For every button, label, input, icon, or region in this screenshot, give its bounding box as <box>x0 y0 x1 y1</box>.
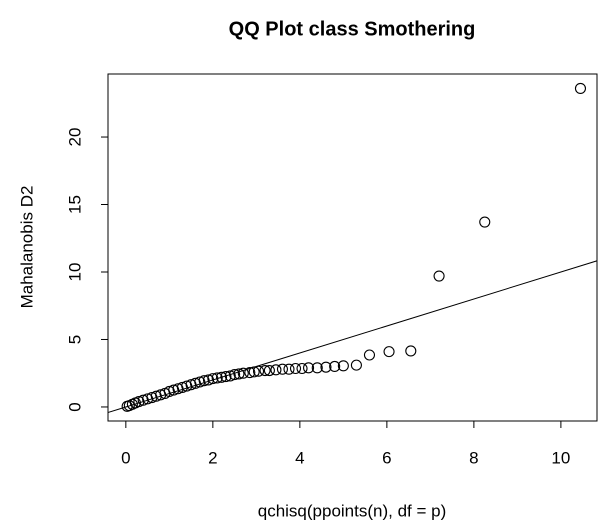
x-tick-label: 10 <box>551 448 570 467</box>
point <box>289 362 302 375</box>
point <box>383 346 395 358</box>
point <box>252 365 265 377</box>
point <box>202 374 215 386</box>
y-tick-label: 20 <box>65 128 84 147</box>
point <box>329 360 341 373</box>
x-tick-label: 6 <box>382 448 391 467</box>
point <box>207 373 219 385</box>
point <box>244 366 256 379</box>
point <box>363 349 376 361</box>
reference-line <box>108 260 597 414</box>
x-axis-label: qchisq(ppoints(n), df = p) <box>258 501 447 520</box>
plot-frame <box>107 73 598 422</box>
point <box>276 363 289 375</box>
point <box>248 366 260 378</box>
point <box>229 369 241 381</box>
point <box>237 367 249 379</box>
point <box>283 363 295 375</box>
point <box>405 345 417 357</box>
point <box>211 372 223 384</box>
x-tick-label: 2 <box>208 448 217 467</box>
y-tick-label: 10 <box>65 263 84 282</box>
point <box>224 370 236 382</box>
point <box>303 362 315 374</box>
y-tick-label: 15 <box>65 195 84 214</box>
point <box>311 362 323 374</box>
point <box>259 364 271 377</box>
y-tick-label: 5 <box>65 335 84 344</box>
point <box>479 216 491 228</box>
point <box>198 375 210 387</box>
plot-area <box>108 82 597 414</box>
point <box>350 359 362 371</box>
point <box>320 361 332 373</box>
point <box>233 368 245 380</box>
chart-title: QQ Plot class Smothering <box>229 18 476 40</box>
point <box>270 364 282 376</box>
y-tick-label: 0 <box>65 402 84 411</box>
point <box>433 270 445 282</box>
y-axis-label: Mahalanobis D2 <box>17 186 36 309</box>
x-tick-label: 4 <box>295 448 304 467</box>
point <box>296 362 308 375</box>
point <box>574 82 587 94</box>
x-tick-label: 8 <box>469 448 478 467</box>
point <box>263 364 275 377</box>
point <box>220 371 232 383</box>
point <box>215 371 228 383</box>
point <box>337 360 349 372</box>
x-tick-label: 0 <box>121 448 130 467</box>
point <box>194 376 206 388</box>
